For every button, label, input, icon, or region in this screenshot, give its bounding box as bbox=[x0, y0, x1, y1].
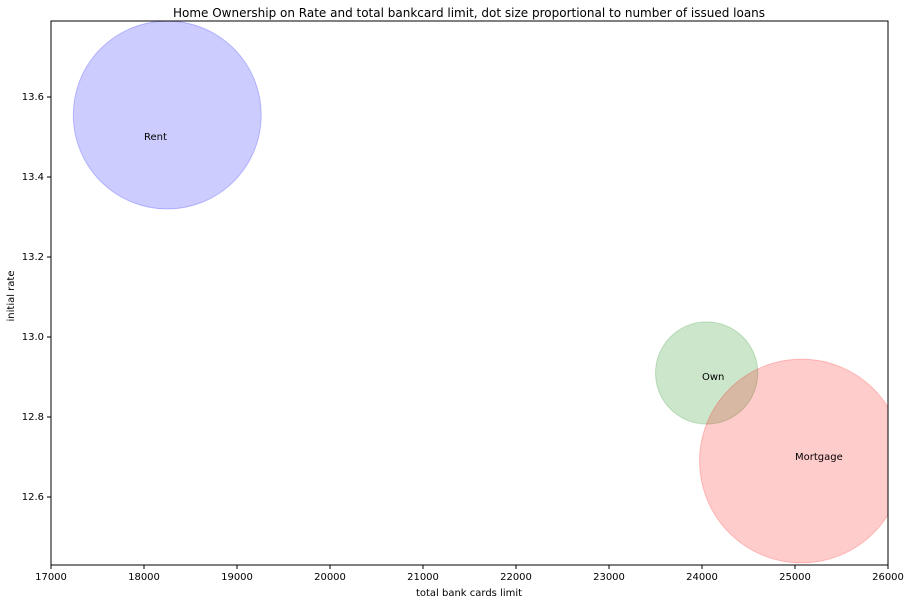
point-label-mortgage: Mortgage bbox=[795, 452, 843, 463]
x-tick-label: 21000 bbox=[407, 572, 439, 583]
y-tick-label: 13.0 bbox=[22, 332, 44, 343]
x-tick-label: 18000 bbox=[128, 572, 160, 583]
x-tick-label: 22000 bbox=[500, 572, 532, 583]
x-tick-label: 17000 bbox=[35, 572, 67, 583]
bubble-layer bbox=[72, 21, 888, 564]
x-tick-label: 19000 bbox=[221, 572, 253, 583]
x-axis-label: total bank cards limit bbox=[416, 588, 522, 599]
x-axis: 17000 18000 19000 20000 21000 22000 23000 24000… bbox=[35, 565, 904, 583]
x-tick-label: 23000 bbox=[593, 572, 625, 583]
plot-frame bbox=[50, 20, 889, 566]
y-tick-label: 13.4 bbox=[22, 172, 44, 183]
bubble-mortgage bbox=[699, 358, 888, 564]
point-label-layer: Rent Own Mortgage bbox=[144, 132, 843, 463]
y-tick-label: 13.6 bbox=[22, 92, 44, 103]
x-tick-label: 24000 bbox=[686, 572, 718, 583]
y-axis-label: initial rate bbox=[6, 271, 17, 322]
y-tick-label: 13.2 bbox=[22, 252, 44, 263]
y-tick-label: 12.6 bbox=[22, 492, 44, 503]
x-tick-label: 25000 bbox=[779, 572, 811, 583]
bubble-own bbox=[655, 321, 759, 425]
point-label-rent: Rent bbox=[144, 132, 167, 143]
x-tick-label: 20000 bbox=[314, 572, 346, 583]
point-label-own: Own bbox=[702, 372, 724, 383]
y-axis: 12.6 12.8 13.0 13.2 13.4 13.6 bbox=[22, 92, 51, 503]
chart-title: Home Ownership on Rate and total bankcar… bbox=[173, 6, 765, 20]
x-tick-label: 26000 bbox=[872, 572, 904, 583]
y-tick-label: 12.8 bbox=[22, 412, 44, 423]
bubble-rent bbox=[72, 21, 262, 210]
